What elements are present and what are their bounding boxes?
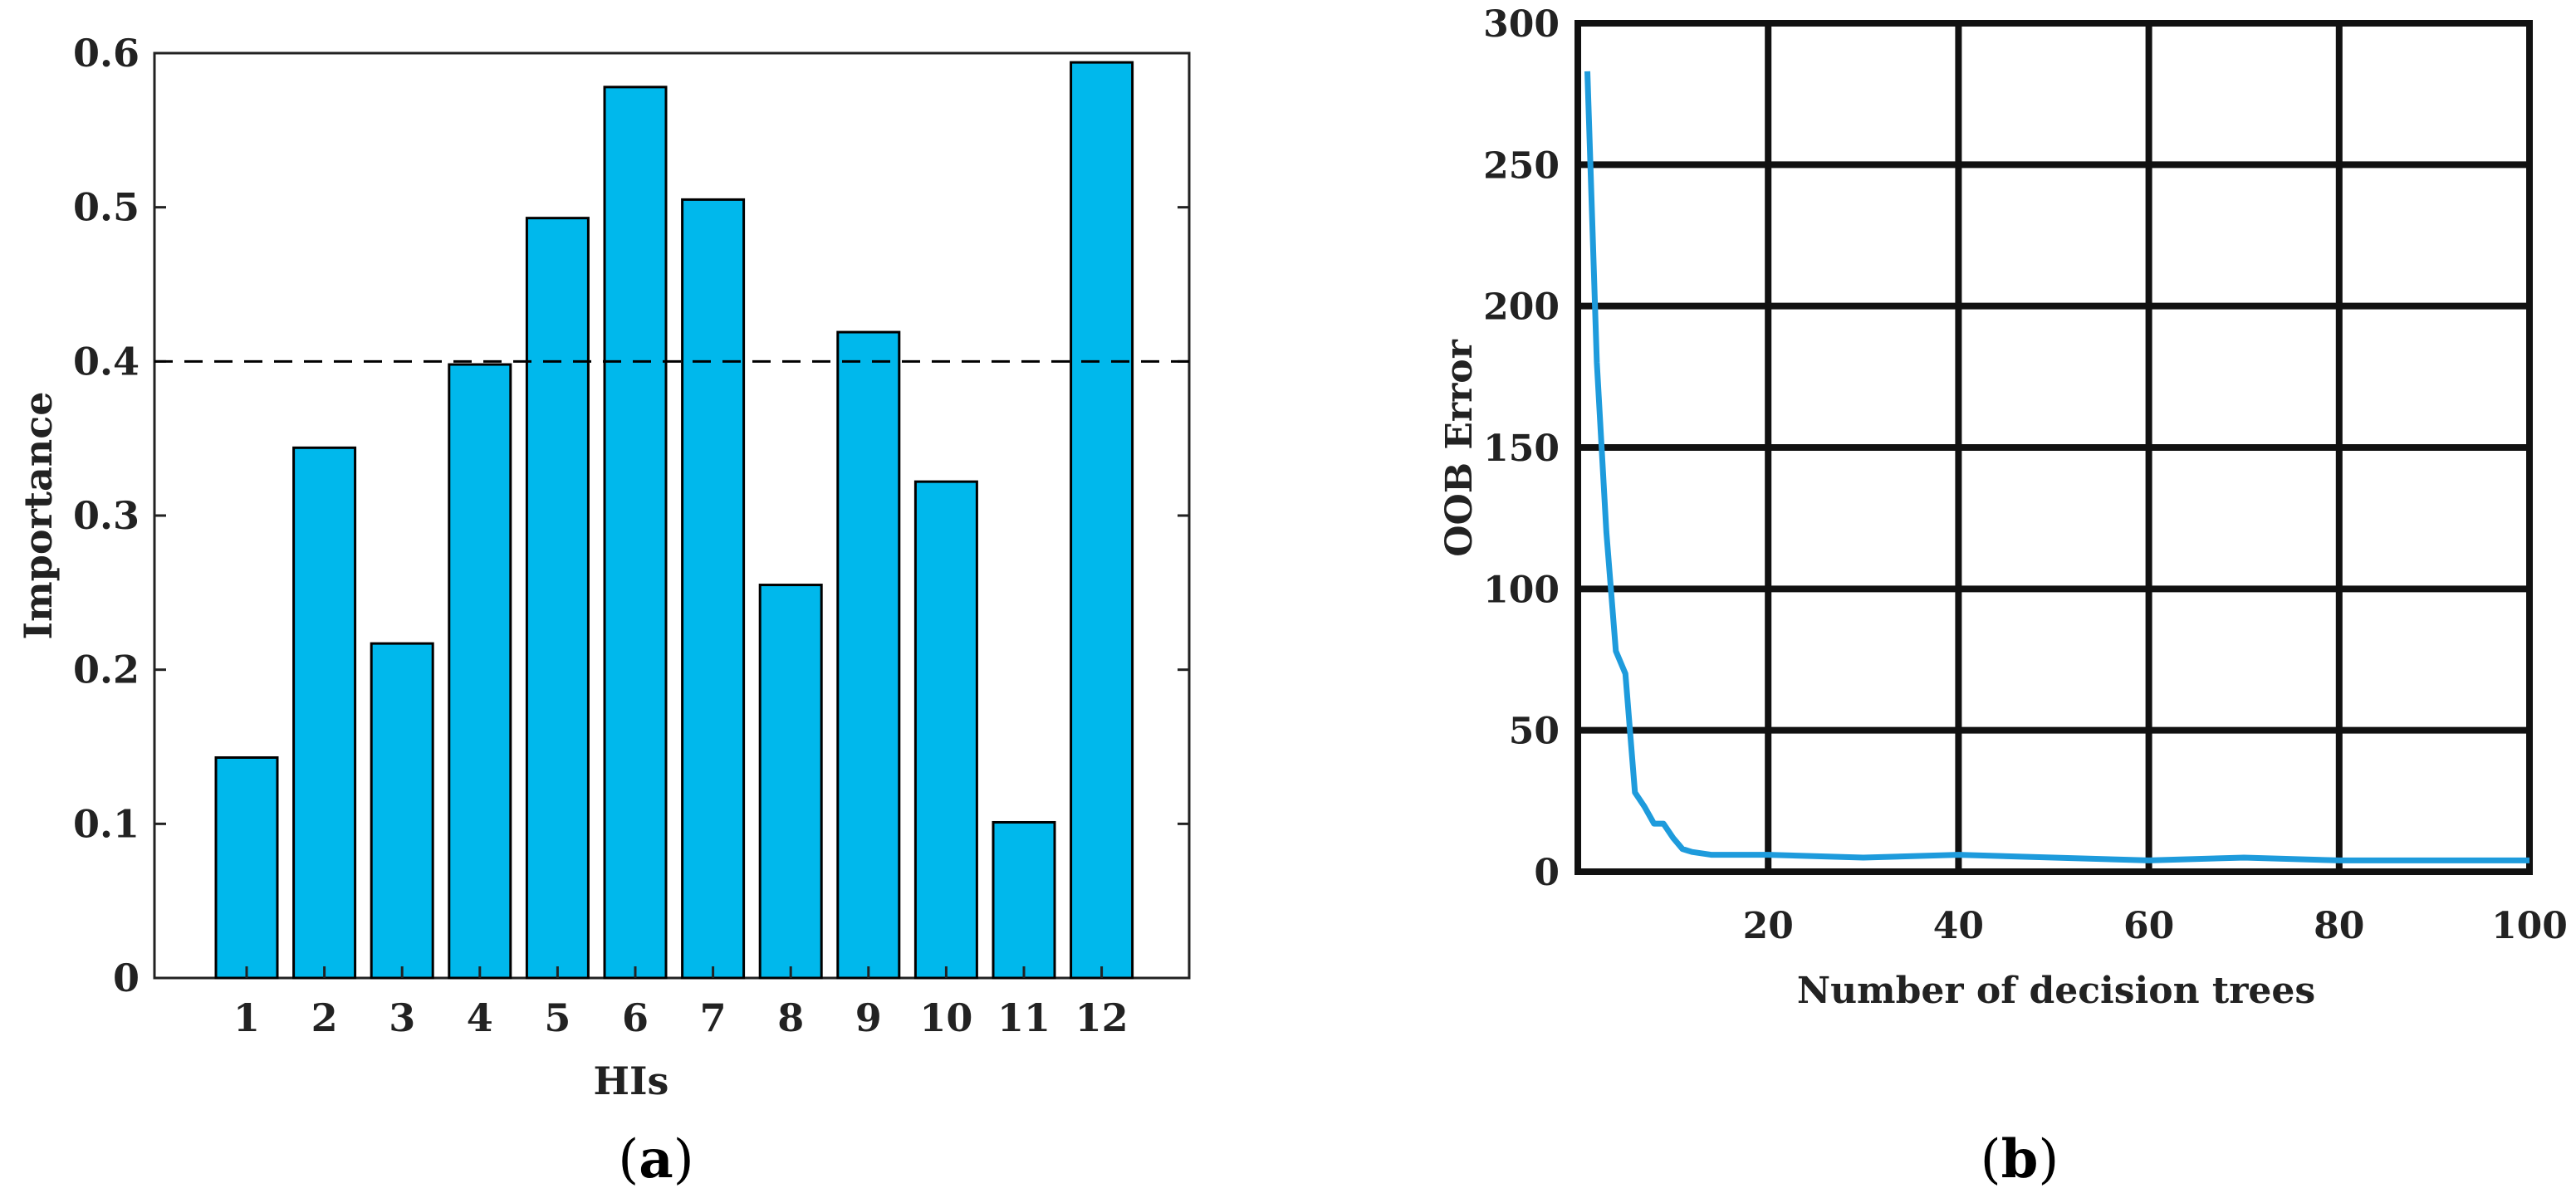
x-tick-label: 7 [700, 995, 727, 1040]
bar-1 [214, 755, 279, 980]
bar-8 [758, 584, 823, 980]
x-tick-label: 3 [389, 995, 415, 1040]
x-tick-label: 60 [2123, 905, 2174, 947]
x-axis-ticks-a: 1 2 3 4 5 6 7 8 9 10 11 12 [233, 966, 1129, 1040]
x-tick-label: 20 [1743, 905, 1794, 947]
x-tick-label: 80 [2314, 905, 2364, 947]
x-tick-label: 1 [233, 995, 260, 1040]
y-tick-label: 100 [1483, 569, 1560, 611]
y-tick-label: 0 [1534, 852, 1560, 894]
y-tick-label: 0.2 [73, 648, 140, 692]
bar-4 [448, 363, 512, 980]
x-tick-label: 11 [997, 995, 1050, 1040]
y-tick-label: 50 [1509, 711, 1560, 753]
y-tick-label: 0.5 [73, 185, 140, 230]
x-axis-label-b: Number of decision trees [1797, 970, 2315, 1012]
x-tick-label: 40 [1933, 905, 1984, 947]
bar-6 [603, 86, 668, 980]
y-tick-label: 300 [1483, 3, 1560, 46]
y-axis-ticks-b: 0 50 100 150 200 250 300 [1483, 3, 1560, 894]
y-tick-label: 250 [1483, 144, 1560, 187]
y-tick-label: 0.6 [73, 31, 140, 76]
bar-11 [992, 820, 1056, 980]
y-tick-label: 200 [1483, 286, 1560, 329]
bar-3 [370, 642, 434, 980]
bar-10 [913, 480, 978, 980]
x-tick-label: 5 [544, 995, 571, 1040]
panel-label-b: (b) [1981, 1128, 2059, 1191]
x-tick-label: 9 [855, 995, 882, 1040]
y-tick-label: 0.3 [73, 493, 140, 538]
bar-chart-panel: 00.10.20.30.40.50.6 1 2 3 4 5 6 7 8 9 10 11 12 HIs … [16, 31, 1191, 1191]
line-chart-panel: 0 50 100 150 200 250 300 20 40 60 80 100 Number of… [1438, 3, 2568, 1191]
y-tick-label: 0.4 [73, 339, 140, 384]
x-tick-label: 10 [919, 995, 972, 1040]
y-axis-label-a: Importance [16, 391, 61, 639]
x-tick-label: 4 [467, 995, 493, 1040]
x-tick-label: 8 [777, 995, 804, 1040]
bar-5 [525, 217, 590, 980]
x-tick-label: 100 [2491, 905, 2568, 947]
y-tick-label: 0 [113, 956, 140, 1000]
x-tick-label: 6 [622, 995, 649, 1040]
bar-7 [681, 198, 746, 980]
x-axis-label-a: HIs [594, 1059, 669, 1103]
x-tick-label: 12 [1075, 995, 1129, 1040]
panel-label-a: (a) [618, 1128, 693, 1191]
bar-2 [292, 446, 357, 980]
y-axis-label-b: OOB Error [1438, 339, 1481, 556]
x-axis-ticks-b: 20 40 60 80 100 [1743, 905, 2568, 947]
bar-12 [1070, 61, 1134, 980]
y-tick-label: 0.1 [73, 801, 140, 846]
bars [214, 61, 1134, 980]
x-tick-label: 2 [311, 995, 338, 1040]
plot-frame-b [1574, 20, 2533, 875]
oob-error-line [1584, 71, 2529, 863]
grid [1578, 23, 2529, 872]
bar-9 [836, 330, 901, 980]
y-tick-label: 150 [1483, 428, 1560, 470]
